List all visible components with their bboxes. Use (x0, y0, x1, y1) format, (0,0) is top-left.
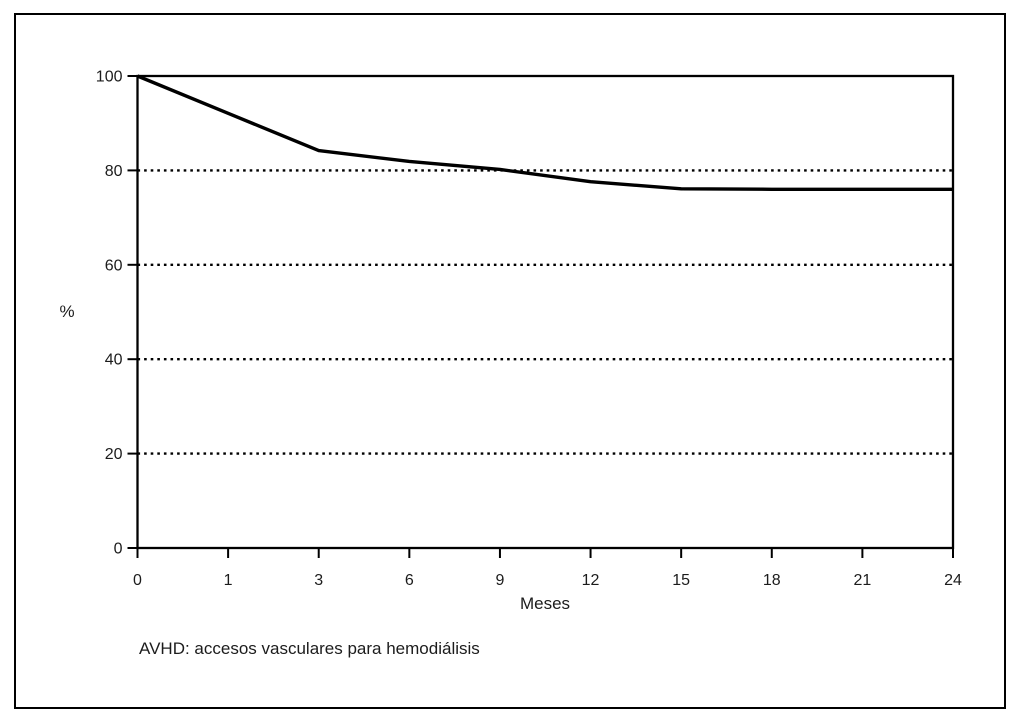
x-tick-label-0: 0 (133, 572, 142, 589)
x-tick-label-18: 18 (763, 572, 781, 589)
x-tick-label-1: 1 (224, 572, 233, 589)
x-tick-label-6: 6 (405, 572, 414, 589)
x-tick-label-24: 24 (944, 572, 962, 589)
y-tick-label-0: 0 (114, 541, 123, 558)
y-tick-labels: 0 20 40 60 80 100 (96, 69, 123, 558)
y-axis-ticks (127, 75, 138, 549)
figure-border (14, 13, 1006, 709)
x-axis-title: Meses (519, 594, 571, 613)
plot-box-group (136, 74, 955, 550)
x-tick-label-15: 15 (672, 572, 690, 589)
x-axis-ticks (136, 548, 954, 558)
x-tick-labels: 0 1 3 6 9 12 15 18 21 24 (133, 572, 962, 589)
data-line-supervivencia-avhd (136, 74, 953, 191)
y-tick-label-40: 40 (105, 352, 123, 369)
x-tick-label-3: 3 (314, 572, 323, 589)
y-tick-label-100: 100 (96, 69, 123, 86)
x-tick-label-9: 9 (495, 572, 504, 589)
y-tick-label-60: 60 (105, 257, 123, 274)
x-tick-label-12: 12 (582, 572, 600, 589)
x-tick-label-21: 21 (853, 572, 871, 589)
y-axis-title: % (59, 302, 75, 321)
y-tick-label-20: 20 (105, 446, 123, 463)
gridlines-dotted (137, 169, 953, 455)
data-series-group (136, 74, 953, 191)
plot-box (136, 74, 955, 550)
figure-caption: AVHD: accesos vasculares para hemodiális… (139, 639, 480, 658)
y-tick-label-80: 80 (105, 163, 123, 180)
